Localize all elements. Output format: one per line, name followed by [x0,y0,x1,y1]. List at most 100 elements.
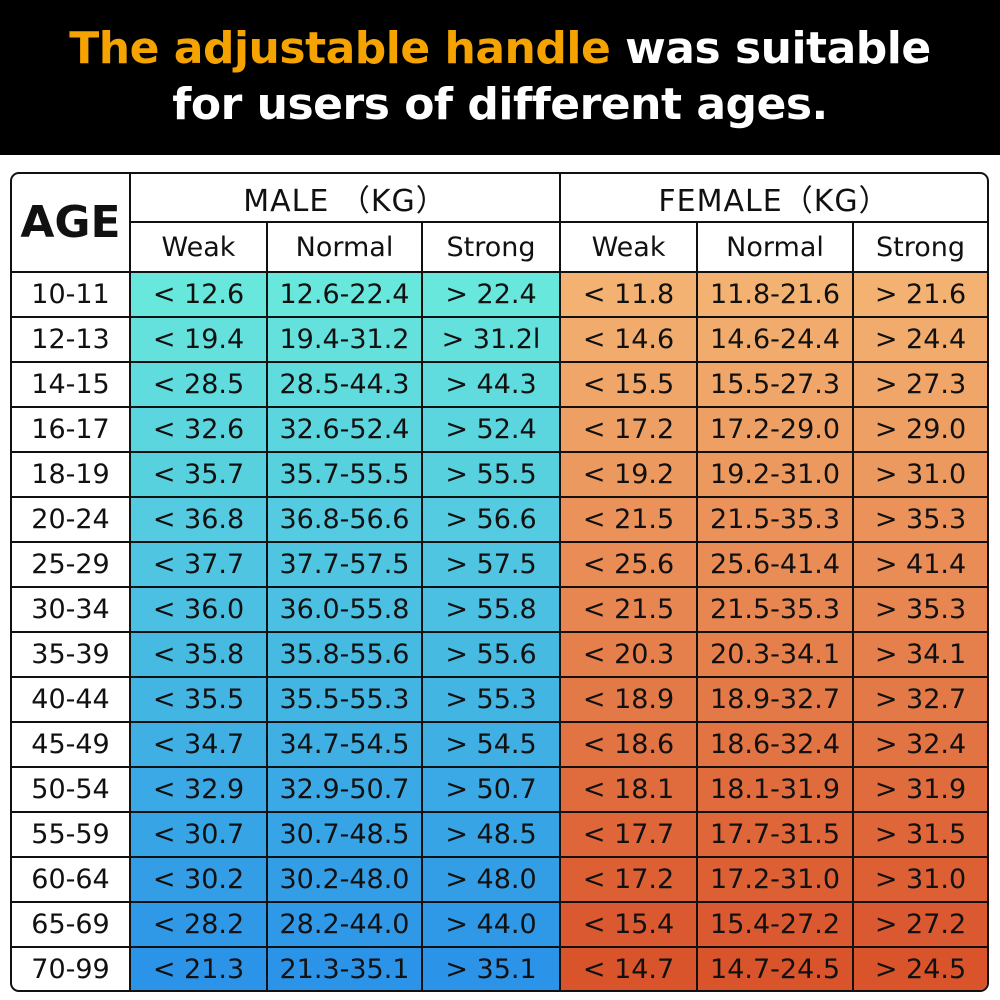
female-weak-cell: < 14.6 [559,316,699,363]
table-row: 12-13 < 19.4 19.4-31.2 > 31.2l < 14.6 14.6-24… [12,316,987,363]
male-weak-cell: < 35.7 [129,451,268,498]
table-row: 50-54 < 32.9 32.9-50.7 > 50.7 < 18.1 18.1-31.… [12,766,987,813]
female-strong-cell: > 31.5 [852,811,987,858]
female-weak-cell: < 25.6 [559,541,699,588]
table-row: 20-24 < 36.8 36.8-56.6 > 56.6 < 21.5 21.5-35.… [12,496,987,543]
female-weak-cell: < 20.3 [559,631,699,678]
female-strong-cell: > 31.0 [852,451,987,498]
title-highlight: The adjustable handle [69,23,611,74]
female-strong-cell: > 29.0 [852,406,987,453]
female-strong-header: Strong [852,221,987,273]
table-row: 40-44 < 35.5 35.5-55.3 > 55.3 < 18.9 18.9-32.… [12,676,987,723]
female-normal-cell: 19.2-31.0 [696,451,855,498]
male-strong-cell: > 55.8 [420,586,562,633]
male-weak-cell: < 30.2 [129,856,268,903]
female-weak-cell: < 17.2 [559,406,699,453]
male-strong-cell: > 44.3 [420,361,562,408]
male-strong-cell: > 55.3 [420,676,562,723]
female-weak-cell: < 14.7 [559,946,699,990]
female-weak-cell: < 21.5 [559,496,699,543]
male-normal-cell: 21.3-35.1 [266,946,423,990]
male-weak-cell: < 34.7 [129,721,268,768]
female-header: FEMALE（KG） [559,174,987,223]
age-header: AGE [12,174,131,273]
male-strong-cell: > 55.6 [420,631,562,678]
male-weak-cell: < 28.2 [129,901,268,948]
female-strong-cell: > 31.0 [852,856,987,903]
male-normal-cell: 19.4-31.2 [266,316,423,363]
male-strong-cell: > 48.0 [420,856,562,903]
table-row: 10-11 < 12.6 12.6-22.4 > 22.4 < 11.8 11.8-21.… [12,271,987,318]
female-strong-cell: > 35.3 [852,586,987,633]
female-strong-cell: > 21.6 [852,271,987,318]
female-weak-cell: < 11.8 [559,271,699,318]
female-strong-cell: > 24.5 [852,946,987,990]
age-cell: 10-11 [12,271,131,318]
male-normal-cell: 32.9-50.7 [266,766,423,813]
female-strong-cell: > 27.3 [852,361,987,408]
female-strong-cell: > 27.2 [852,901,987,948]
male-normal-cell: 37.7-57.5 [266,541,423,588]
age-cell: 60-64 [12,856,131,903]
male-normal-cell: 35.5-55.3 [266,676,423,723]
female-strong-cell: > 32.4 [852,721,987,768]
female-normal-header: Normal [696,221,855,273]
title-line-1: The adjustable handle was suitable [0,21,1000,77]
age-cell: 55-59 [12,811,131,858]
female-strong-cell: > 24.4 [852,316,987,363]
table-row: 16-17 < 32.6 32.6-52.4 > 52.4 < 17.2 17.2-29.… [12,406,987,453]
male-weak-cell: < 32.9 [129,766,268,813]
female-strong-cell: > 31.9 [852,766,987,813]
female-normal-cell: 21.5-35.3 [696,496,855,543]
male-normal-cell: 28.5-44.3 [266,361,423,408]
male-strong-cell: > 55.5 [420,451,562,498]
table-row: 65-69 < 28.2 28.2-44.0 > 44.0 < 15.4 15.4-27.… [12,901,987,948]
female-weak-cell: < 15.5 [559,361,699,408]
male-normal-cell: 28.2-44.0 [266,901,423,948]
female-normal-cell: 18.6-32.4 [696,721,855,768]
table-row: 60-64 < 30.2 30.2-48.0 > 48.0 < 17.2 17.2-31.… [12,856,987,903]
male-weak-cell: < 30.7 [129,811,268,858]
age-cell: 65-69 [12,901,131,948]
title-banner: The adjustable handle was suitable for u… [0,0,1000,155]
age-cell: 35-39 [12,631,131,678]
female-normal-cell: 18.9-32.7 [696,676,855,723]
female-normal-cell: 14.6-24.4 [696,316,855,363]
male-header: MALE （KG） [128,174,562,223]
table-row: 45-49 < 34.7 34.7-54.5 > 54.5 < 18.6 18.6-32.… [12,721,987,768]
male-strong-cell: > 48.5 [420,811,562,858]
age-cell: 18-19 [12,451,131,498]
male-weak-cell: < 35.8 [129,631,268,678]
female-normal-cell: 15.4-27.2 [696,901,855,948]
age-cell: 30-34 [12,586,131,633]
female-weak-cell: < 17.7 [559,811,699,858]
age-cell: 45-49 [12,721,131,768]
male-weak-cell: < 36.8 [129,496,268,543]
age-cell: 50-54 [12,766,131,813]
grip-strength-table: AGE MALE （KG） FEMALE（KG） Weak Normal Str… [10,172,989,992]
male-strong-cell: > 22.4 [420,271,562,318]
age-cell: 40-44 [12,676,131,723]
female-normal-cell: 21.5-35.3 [696,586,855,633]
female-normal-cell: 25.6-41.4 [696,541,855,588]
male-normal-cell: 30.7-48.5 [266,811,423,858]
female-normal-cell: 15.5-27.3 [696,361,855,408]
female-normal-cell: 20.3-34.1 [696,631,855,678]
male-strong-cell: > 57.5 [420,541,562,588]
female-strong-cell: > 35.3 [852,496,987,543]
male-strong-cell: > 54.5 [420,721,562,768]
age-cell: 25-29 [12,541,131,588]
female-normal-cell: 17.2-31.0 [696,856,855,903]
male-strong-cell: > 44.0 [420,901,562,948]
female-weak-cell: < 18.6 [559,721,699,768]
male-strong-cell: > 35.1 [420,946,562,990]
female-normal-cell: 17.7-31.5 [696,811,855,858]
female-weak-cell: < 21.5 [559,586,699,633]
male-weak-cell: < 19.4 [129,316,268,363]
male-strong-cell: > 56.6 [420,496,562,543]
male-normal-cell: 30.2-48.0 [266,856,423,903]
male-normal-cell: 35.7-55.5 [266,451,423,498]
male-weak-cell: < 32.6 [129,406,268,453]
title-line-2: for users of different ages. [172,79,828,130]
male-weak-cell: < 37.7 [129,541,268,588]
